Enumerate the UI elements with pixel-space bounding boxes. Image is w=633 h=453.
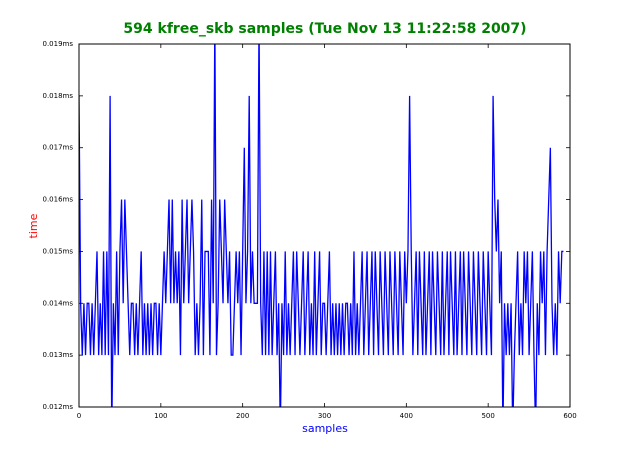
y-tick-label: 0.014ms [42, 299, 73, 307]
y-tick-label: 0.016ms [42, 196, 73, 204]
y-tick-label: 0.012ms [42, 403, 73, 411]
data-line [79, 44, 564, 407]
y-axis-label: time [27, 213, 40, 238]
x-tick-label: 0 [77, 412, 81, 420]
y-tick-label: 0.019ms [42, 40, 73, 48]
y-tick-label: 0.013ms [42, 351, 73, 359]
chart-title: 594 kfree_skb samples (Tue Nov 13 11:22:… [123, 21, 526, 37]
x-tick-label: 400 [400, 412, 413, 420]
x-axis-label: samples [302, 422, 348, 435]
y-tick-label: 0.017ms [42, 144, 73, 152]
x-tick-label: 300 [318, 412, 331, 420]
y-tick-label: 0.018ms [42, 92, 73, 100]
x-tick-label: 100 [154, 412, 167, 420]
x-tick-label: 200 [236, 412, 249, 420]
y-tick-label: 0.015ms [42, 247, 73, 255]
x-tick-label: 500 [481, 412, 494, 420]
x-tick-label: 600 [563, 412, 576, 420]
